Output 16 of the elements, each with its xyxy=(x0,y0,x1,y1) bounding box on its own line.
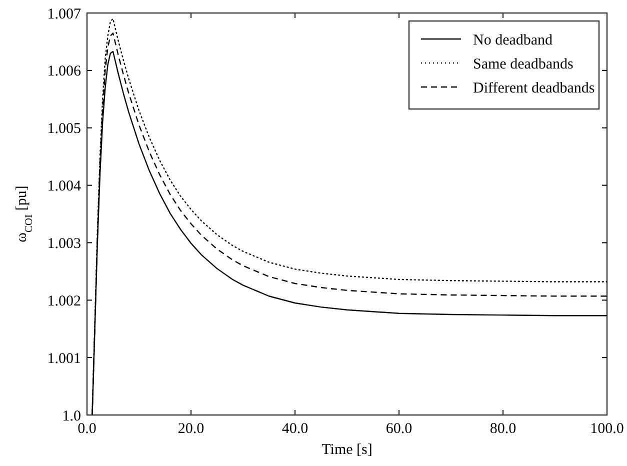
x-axis-title: Time [s] xyxy=(322,442,372,458)
x-tick-label: 60.0 xyxy=(386,421,412,437)
y-tick-label: 1.005 xyxy=(47,121,81,138)
y-tick-label: 1.004 xyxy=(47,178,82,195)
y-tick-label: 1.006 xyxy=(47,64,82,80)
legend-label: Different deadbands xyxy=(473,80,595,96)
legend-label: No deadband xyxy=(473,32,554,48)
y-tick-label: 1.001 xyxy=(47,350,81,367)
y-tick-label: 1.007 xyxy=(47,6,82,22)
y-tick-label: 1.003 xyxy=(47,236,81,252)
x-tick-label: 80.0 xyxy=(490,421,516,437)
x-tick-label: 100.0 xyxy=(590,421,624,437)
legend-label: Same deadbands xyxy=(473,56,574,72)
x-tick-label: 20.0 xyxy=(178,421,204,437)
x-tick-label: 40.0 xyxy=(282,421,308,437)
y-tick-label: 1.002 xyxy=(47,293,81,310)
